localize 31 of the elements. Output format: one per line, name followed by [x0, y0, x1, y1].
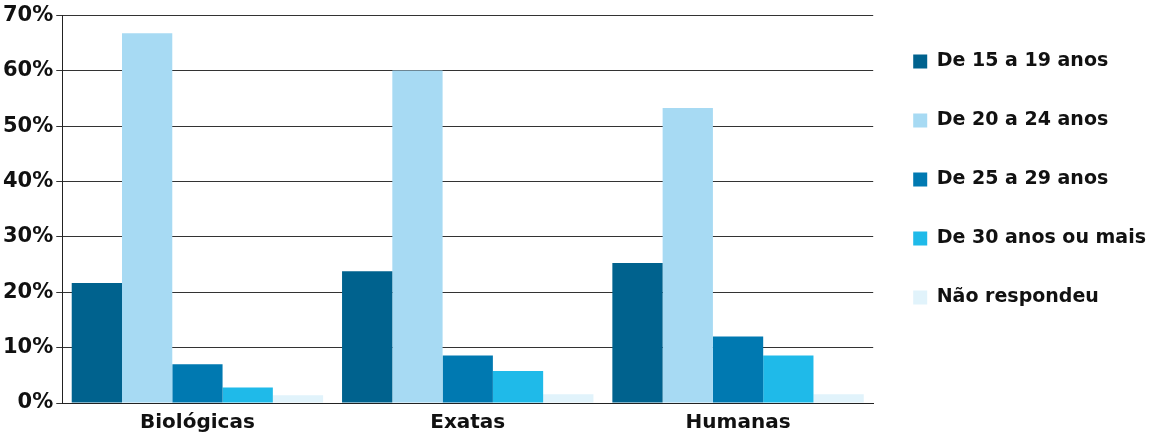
bar [763, 355, 814, 403]
bar [492, 370, 544, 403]
legend-label: De 30 anos ou mais [936, 225, 1147, 248]
legend-label: De 25 a 29 anos [936, 166, 1109, 189]
x-tick-label: Humanas [685, 409, 791, 434]
y-tick-label: 60% [3, 57, 54, 82]
y-tick-label: 70% [3, 2, 54, 27]
y-tick-label: 20% [3, 278, 54, 303]
bar [612, 262, 663, 403]
legend-label: De 20 a 24 anos [936, 107, 1109, 130]
bar [122, 33, 173, 403]
x-tick-label: Biológicas [139, 409, 255, 434]
bar [392, 70, 443, 403]
y-tick-label: 10% [3, 334, 54, 359]
bar [71, 282, 122, 403]
bar [712, 336, 764, 403]
bar [172, 364, 223, 403]
bar [543, 394, 594, 403]
bar [342, 271, 393, 403]
bar [442, 355, 493, 403]
x-tick-label: Exatas [430, 409, 506, 434]
y-tick-label: 0% [17, 389, 54, 414]
bar [662, 108, 713, 403]
legend-label: Não respondeu [936, 284, 1099, 307]
legend-label: De 15 a 19 anos [936, 48, 1109, 71]
y-tick-label: 50% [3, 112, 54, 137]
bar [272, 395, 324, 403]
bar [222, 387, 273, 403]
y-tick-label: 30% [3, 223, 54, 248]
bar [813, 394, 864, 403]
y-tick-label: 40% [3, 168, 54, 193]
